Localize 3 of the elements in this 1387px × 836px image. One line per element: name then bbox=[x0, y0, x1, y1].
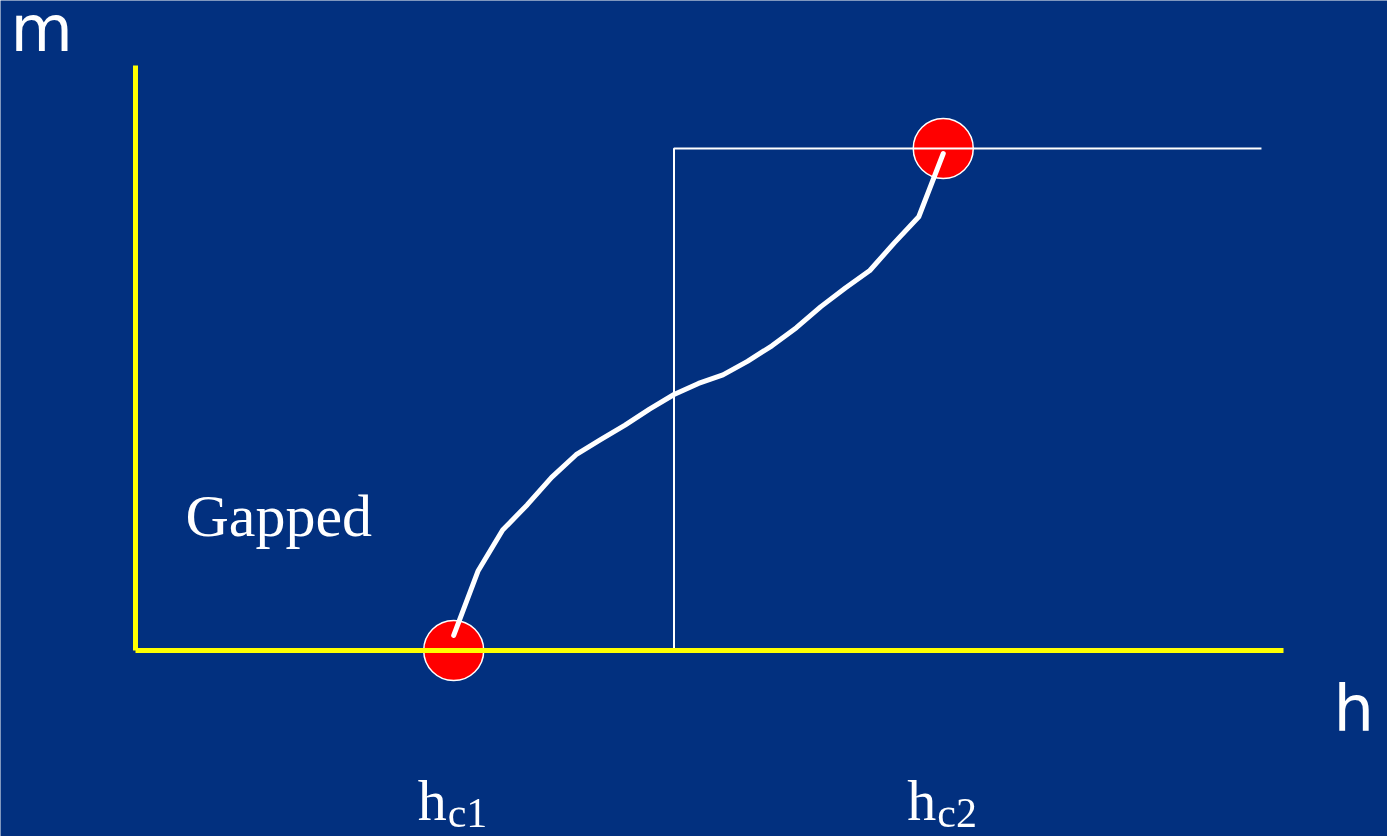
annotation: Gapped bbox=[185, 482, 373, 549]
y-axis-title: m bbox=[10, 0, 73, 66]
x-axis-title: h bbox=[1333, 671, 1375, 746]
